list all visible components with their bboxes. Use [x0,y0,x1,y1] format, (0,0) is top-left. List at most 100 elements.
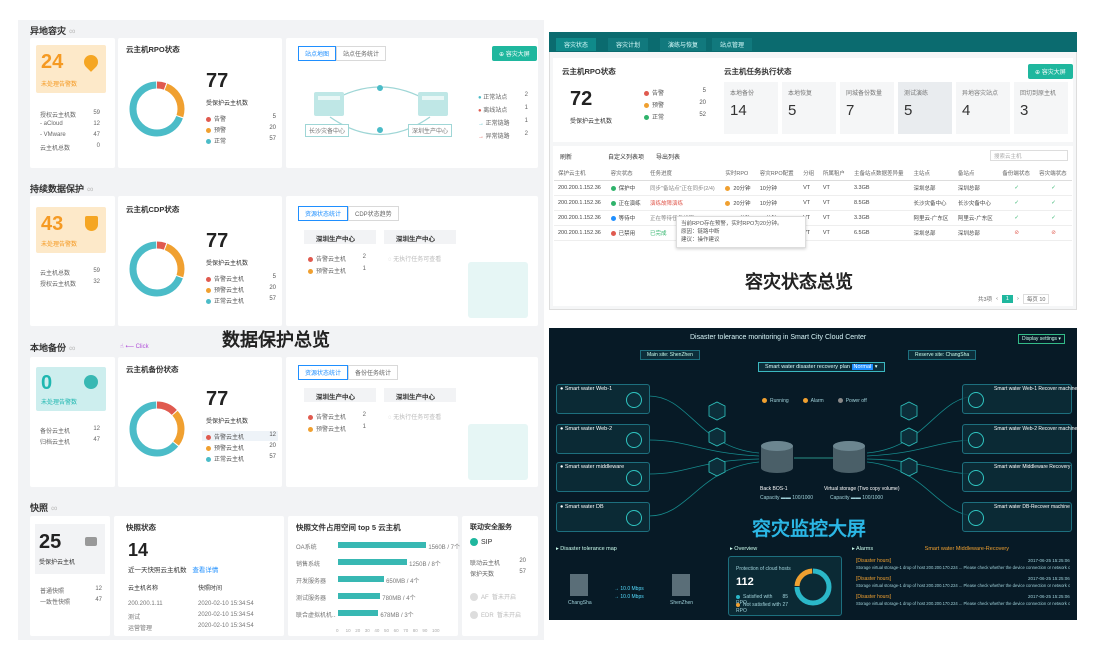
dr-table-cell: 深圳总部 [953,225,999,241]
dr-big-screen-button[interactable]: ⊕ 容灾大屏 [1028,64,1073,79]
linkage-edr[interactable]: EDR 暂未开启 [470,610,521,620]
camera-icon [85,537,97,546]
backup-legend-item[interactable]: 告警云主机 12 [206,432,276,441]
dr-task-card[interactable] [840,82,894,134]
backup-alarm-box[interactable]: 0 未处理告警数 [36,367,106,411]
dr-search-box[interactable]: 搜索云主机 [990,150,1068,161]
dr-task-card[interactable] [898,82,952,134]
backup-stat-label: 归档云主机 [40,440,71,446]
tab-backup-task-stats[interactable]: 备份任务统计 [348,365,399,380]
cdp-legend-item[interactable]: 预警云主机 20 [206,285,276,294]
rpo-legend-item[interactable]: 正常 57 [206,136,276,145]
tab-site-map[interactable]: 站点地图 [298,46,337,61]
backup-alarm-caption: 未处理告警数 [41,400,78,406]
donut-slice [129,241,185,297]
rpo-legend-item[interactable]: 预警 20 [206,125,276,134]
backup-legend-value: 57 [269,454,276,460]
dr-task-card[interactable] [724,82,778,134]
snapshot-protected-box[interactable]: 25 受保护云主机 [35,524,105,574]
site-legend-item: ● 离线站点 1 [478,105,528,114]
pager-prev[interactable]: ‹ [996,296,998,302]
snapshot-detail-link[interactable]: 查看详情 [192,567,219,574]
cdp-legend-item[interactable]: 正常云主机 57 [206,296,276,305]
backup-legend-label: 告警云主机 [206,432,244,441]
table-row[interactable]: 200.200.1.152.36 正在演练 演练故障演练 20分钟 10分钟 VT VT 8.… [554,195,1072,211]
backup-legend-item[interactable]: 预警云主机 20 [206,443,276,452]
screen-left-node-icon [626,392,642,408]
rpo-tooltip-line: 原因：链路中断 [681,229,720,235]
plan-banner[interactable]: Smart water disaster recovery plan Norma… [758,362,885,372]
table-row[interactable]: 200.200.1.152.36已禁用已完成0分钟10分钟VTVT6.5GB深圳… [554,225,1072,241]
dr-table-header: 保护云主机 [554,166,607,181]
remote-dr-stat-label: 授权云主机数 [40,113,77,119]
screen-right-node[interactable] [962,462,1072,492]
cdp-alarm-box[interactable]: 43 未处理告警数 [36,207,106,253]
dr-task-card[interactable] [782,82,836,134]
dr-table-cell: VT [818,180,850,196]
cdp-site-a-value: 1 [362,266,366,272]
dr-toolbar-item[interactable]: 导出列表 [656,155,681,161]
table-row[interactable]: 200.200.1.152.36等待中正在等待任务排程20分钟10分钟VTVT3… [554,210,1072,226]
dr-table-header: 分组 [799,166,819,181]
pager-next[interactable]: › [1016,296,1019,302]
dr-toolbar-item[interactable]: 刷新 [560,155,573,161]
dr-task-card[interactable] [1014,82,1068,134]
dr-rpo-legend-item[interactable]: 正常 52 [644,112,706,121]
remote-dr-stat-row: 授权云主机数 59 [40,110,100,119]
dr-task-card-label: 测试演练 [904,91,929,97]
dr-rpo-legend-label: 告警 [644,88,664,97]
dr-rpo-legend-value: 20 [699,100,706,106]
remote-dr-stat-value: 0 [96,143,100,149]
dr-table-cell: 200.200.1.152.36 [554,225,607,241]
top5-bar [338,593,381,599]
tab-resource-stats[interactable]: 资源状态统计 [298,206,349,221]
cdp-caption: 受保护云主机数 [206,261,249,267]
remote-dr-stat-row: 云主机总数 0 [40,143,100,152]
site-b-label: 深圳生产中心 [408,124,453,137]
remote-dr-big-screen-button[interactable]: ⊕ 容灾大屏 [492,46,537,61]
display-settings-button[interactable]: Display settings ▾ [1018,334,1065,344]
backup-alarm-count: 0 [41,372,53,394]
dr-top-tab[interactable]: 演练与恢复 [660,38,707,51]
dr-rpo-legend-item[interactable]: 告警 5 [644,88,706,97]
dr-task-card[interactable] [956,82,1010,134]
tab-site-task-stats[interactable]: 站点任务统计 [336,46,387,61]
pager-size[interactable]: 每页 10 [1022,294,1050,304]
top5-bar [338,576,385,582]
linkage-af[interactable]: AF 暂未开启 [470,592,516,602]
dr-status-overlay: 容灾状态总览 [741,268,857,294]
dr-top-tab[interactable]: 容灾计划 [608,38,649,51]
screen-left-node-icon [626,470,642,486]
dr-toolbar-item[interactable]: 自定义列表项 [608,155,645,161]
remote-dr-alarm-box[interactable]: 24 未处理告警数 [36,45,106,93]
linkage-sip[interactable]: SIP [470,538,492,546]
remote-dr-stat-label: - VMware [40,132,66,138]
site-legend-item: → 正常链路 1 [478,118,528,127]
backup-site-b-name: 深圳生产中心 [396,394,435,401]
cdp-site-a-label: 告警云主机 [308,254,346,263]
top5-axis-tick: 30 [364,628,370,633]
backup-legend-item[interactable]: 正常云主机 57 [206,454,276,463]
dr-top-tab[interactable]: 容灾状态 [556,38,597,51]
donut-slice [129,401,185,457]
top5-value: 1250B / 8个 [409,562,441,568]
backup-stat-value: 12 [93,426,100,432]
table-row[interactable]: 200.200.1.152.36 保护中 同步"备站点"正在同步(2/4) 20分钟 1… [554,180,1072,196]
tab-cdp-trend[interactable]: CDP状态趋势 [348,206,399,221]
donut-slice [129,81,185,137]
rpo-legend-item[interactable]: 告警 5 [206,114,276,123]
cdp-legend-value: 57 [269,296,276,302]
pager-current[interactable]: 1 [1001,295,1013,303]
screen-right-node-label: Smart water DB-Recover machine [994,504,1070,510]
dr-table-cell: 3.3GB [849,180,910,196]
tab-backup-resource-stats[interactable]: 资源状态统计 [298,365,349,380]
dr-top-tab[interactable]: 站点管理 [712,38,753,51]
dr-table-cell: 等待中 [606,210,647,226]
cdp-legend-item[interactable]: 告警云主机 5 [206,274,276,283]
dr-rpo-legend-item[interactable]: 预警 20 [644,100,706,109]
dr-table-cell: 200.200.1.152.36 [554,195,607,211]
shield-icon [85,216,98,231]
city-b-label: ShenZhen [670,600,694,606]
snapshot-protected-count: 25 [39,531,62,553]
dr-task-title: 云主机任务执行状态 [724,67,792,76]
